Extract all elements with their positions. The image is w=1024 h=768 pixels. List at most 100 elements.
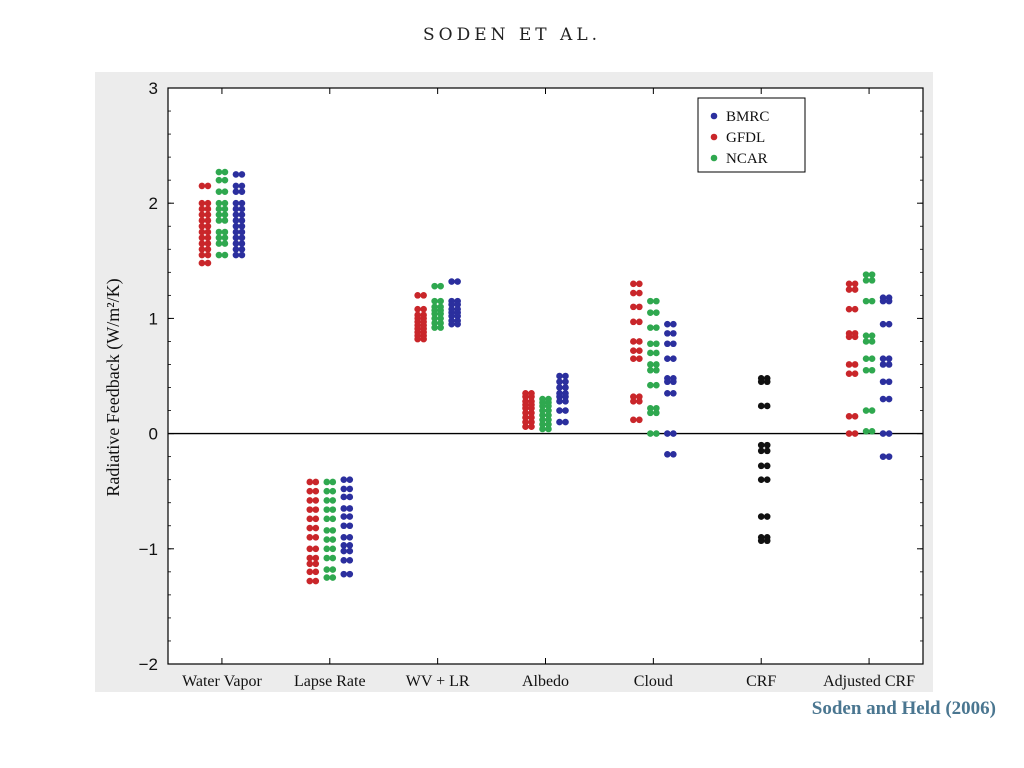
data-point-bmrc xyxy=(238,171,246,178)
data-point-ncar xyxy=(431,324,438,331)
data-point-gfdl xyxy=(522,404,529,412)
data-point-bmrc xyxy=(885,361,893,368)
data-point-ncar xyxy=(221,234,229,242)
data-point-ncar xyxy=(437,310,444,318)
data-point-gfdl xyxy=(851,361,859,368)
data-point-gfdl xyxy=(845,413,853,420)
data-point-bmrc xyxy=(670,330,677,337)
data-point-ncar xyxy=(215,217,223,224)
data-point-gfdl xyxy=(204,240,212,247)
data-point-gfdl xyxy=(312,560,320,568)
data-point-gfdl xyxy=(851,370,859,377)
data-point-gfdl xyxy=(312,515,320,523)
x-category-label: Albedo xyxy=(522,673,569,690)
data-point-gfdl xyxy=(204,182,212,190)
data-point-ncar xyxy=(323,487,331,495)
data-point-bmrc xyxy=(238,199,246,207)
data-point-crf xyxy=(763,537,771,545)
data-point-ncar xyxy=(215,228,223,236)
data-point-bmrc xyxy=(879,378,887,386)
y-tick-label: 3 xyxy=(149,79,158,98)
data-point-gfdl xyxy=(204,217,212,224)
citation: Soden and Held (2006) xyxy=(811,698,996,719)
data-point-gfdl xyxy=(312,506,320,513)
data-point-bmrc xyxy=(885,453,893,460)
data-point-gfdl xyxy=(630,280,637,288)
data-point-gfdl xyxy=(198,222,206,230)
data-point-bmrc xyxy=(340,485,348,493)
data-point-crf xyxy=(757,378,765,386)
data-point-gfdl xyxy=(845,361,853,368)
data-point-gfdl xyxy=(851,286,859,293)
data-point-crf xyxy=(763,462,771,470)
data-point-gfdl xyxy=(522,393,529,401)
data-point-ncar xyxy=(215,240,223,247)
data-point-gfdl xyxy=(312,545,320,553)
data-point-bmrc xyxy=(346,505,354,512)
data-point-gfdl xyxy=(312,487,320,495)
data-point-bmrc xyxy=(340,547,348,555)
data-point-ncar xyxy=(329,506,337,513)
data-point-ncar xyxy=(221,217,229,224)
data-point-ncar xyxy=(862,355,870,363)
data-point-ncar xyxy=(868,427,876,435)
data-point-gfdl xyxy=(198,245,206,253)
data-point-crf xyxy=(757,476,765,483)
data-point-gfdl xyxy=(414,292,421,299)
data-point-ncar xyxy=(539,411,546,419)
data-point-bmrc xyxy=(346,547,354,555)
data-point-gfdl xyxy=(420,305,427,313)
data-point-bmrc xyxy=(346,493,354,501)
data-point-gfdl xyxy=(528,393,535,401)
data-point-crf xyxy=(763,447,771,455)
data-point-ncar xyxy=(868,277,876,284)
data-point-ncar xyxy=(215,168,223,176)
data-point-ncar xyxy=(431,310,438,318)
data-point-gfdl xyxy=(198,251,206,259)
data-point-bmrc xyxy=(346,542,354,549)
data-point-ncar xyxy=(545,411,552,419)
data-point-bmrc xyxy=(562,384,569,391)
data-point-ncar xyxy=(862,271,870,278)
data-point-ncar xyxy=(653,340,660,348)
data-point-gfdl xyxy=(306,506,314,513)
data-point-ncar xyxy=(868,332,876,339)
data-point-crf xyxy=(757,447,765,455)
data-point-ncar xyxy=(653,297,660,305)
data-point-gfdl xyxy=(845,430,853,437)
data-point-ncar xyxy=(647,409,654,417)
data-point-gfdl xyxy=(420,335,427,343)
data-point-ncar xyxy=(653,409,660,417)
data-point-bmrc xyxy=(232,188,240,195)
data-point-bmrc xyxy=(454,320,461,328)
data-point-bmrc xyxy=(346,557,354,564)
axes-layer: −2 −1 0 1 2 3 Water Vapor Lapse Rate WV + LR Albe… xyxy=(103,79,924,690)
data-point-bmrc xyxy=(562,398,569,405)
data-point-bmrc xyxy=(232,211,240,219)
data-point-bmrc xyxy=(670,378,677,386)
x-category-label: CRF xyxy=(746,673,776,690)
data-point-gfdl xyxy=(851,305,859,313)
data-point-ncar xyxy=(539,416,546,424)
data-point-ncar xyxy=(545,416,552,424)
data-point-gfdl xyxy=(306,545,314,553)
data-point-bmrc xyxy=(556,398,563,405)
data-point-ncar xyxy=(647,430,654,437)
legend-marker-gfdl xyxy=(710,133,718,141)
data-point-gfdl xyxy=(204,251,212,259)
data-point-gfdl xyxy=(204,199,212,207)
data-point-bmrc xyxy=(562,418,569,426)
data-point-ncar xyxy=(215,211,223,219)
data-point-bmrc xyxy=(340,557,348,564)
data-point-ncar xyxy=(221,176,229,184)
data-point-ncar xyxy=(215,251,223,259)
data-point-crf xyxy=(757,537,765,545)
data-point-gfdl xyxy=(522,409,529,417)
data-point-ncar xyxy=(653,324,660,331)
data-point-gfdl xyxy=(851,430,859,437)
data-point-gfdl xyxy=(198,211,206,219)
data-point-ncar xyxy=(647,309,654,316)
data-point-bmrc xyxy=(879,297,887,305)
data-point-bmrc xyxy=(670,430,677,437)
data-point-ncar xyxy=(323,515,331,523)
